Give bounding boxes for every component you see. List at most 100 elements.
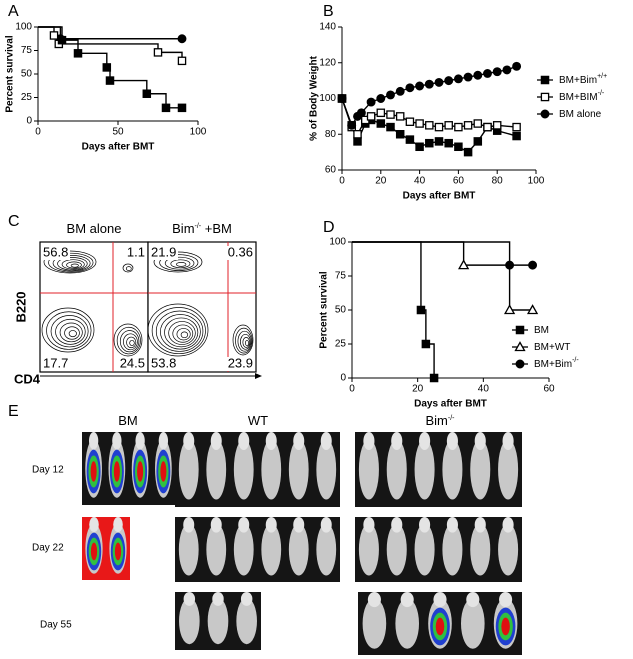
mouse-head [466, 592, 480, 608]
legend-label: BM+BIM-/- [559, 90, 605, 102]
y-tick-label: 100 [319, 93, 336, 104]
contour [48, 252, 94, 273]
signal [501, 617, 510, 636]
marker [376, 119, 386, 128]
mouse [178, 523, 199, 576]
label-bg [150, 246, 178, 260]
mouse-head [293, 517, 305, 533]
mouse [288, 439, 309, 500]
label-bg [42, 246, 70, 260]
marker [434, 137, 444, 146]
y-tick-label: 25 [21, 92, 33, 103]
legend-label-part: BM+BIM [559, 92, 598, 103]
x-tick-label: 20 [412, 384, 424, 395]
contour [59, 322, 83, 343]
mouse [414, 523, 435, 576]
marker [405, 117, 415, 126]
marker [353, 137, 362, 146]
x-tick-label: 80 [492, 176, 504, 187]
mouse-head [433, 592, 447, 608]
label-bg [226, 357, 254, 371]
mouse [460, 598, 485, 649]
legend-label: BM+Bim+/+ [559, 73, 607, 85]
contour [113, 323, 143, 357]
x-axis-title: Days after BMT [414, 399, 487, 410]
marker [444, 138, 453, 148]
mouse-head [502, 432, 514, 450]
marker [463, 72, 473, 82]
row-label: Day 12 [32, 465, 64, 476]
mouse-head [446, 432, 458, 450]
marker [444, 121, 453, 130]
panel-label: C [8, 213, 20, 230]
mouse [206, 439, 227, 500]
contour [172, 324, 194, 343]
mouse [236, 597, 257, 645]
mouse-head [419, 517, 431, 533]
contour [242, 337, 250, 348]
mouse-head [502, 517, 514, 533]
marker [153, 48, 163, 57]
mouse-head [238, 432, 250, 450]
contour [55, 318, 86, 345]
legend-label: BM alone [559, 109, 602, 120]
plot-title: BM alone [67, 221, 122, 236]
contour [237, 330, 252, 352]
y-tick-label: 25 [335, 339, 347, 350]
label-bg [226, 246, 254, 260]
mouse-head [183, 592, 196, 606]
marker [105, 76, 115, 85]
mouse-head [212, 592, 224, 606]
marker [386, 90, 395, 100]
y-tick-label: 50 [335, 305, 347, 316]
contour [70, 263, 79, 268]
mouse [358, 523, 379, 576]
marker [356, 108, 366, 118]
quadrant-value: 0.36 [228, 244, 253, 259]
marker [142, 89, 152, 98]
marker [424, 79, 434, 89]
x-tick-label: 20 [375, 176, 387, 187]
marker [416, 305, 426, 315]
mouse-head [210, 432, 222, 450]
mouse-head [391, 432, 403, 450]
panel-label: E [8, 403, 19, 420]
mouse-head [135, 432, 145, 450]
row-label: Day 22 [32, 543, 64, 554]
label-bg [42, 357, 70, 371]
mouse [207, 597, 229, 645]
contour [61, 259, 85, 270]
mouse-head [474, 517, 486, 533]
contour [119, 330, 140, 353]
column-label-part: WT [248, 413, 268, 428]
mouse-head [158, 432, 169, 450]
marker [73, 49, 83, 58]
mouse [316, 439, 337, 500]
contour [125, 266, 132, 271]
signal [90, 461, 97, 482]
column-label-part: -/- [448, 415, 455, 422]
mouse-head [367, 592, 381, 608]
contour [123, 333, 138, 351]
mouse-head [446, 517, 458, 533]
y-tick-label: 100 [329, 237, 346, 248]
x-tick-label: 0 [339, 176, 345, 187]
x-axis-title: Days after BMT [403, 191, 476, 202]
marker [57, 35, 67, 45]
mouse-head [89, 517, 99, 533]
marker [347, 120, 357, 130]
contour [164, 317, 199, 348]
marker [453, 74, 463, 84]
mouse-head [210, 517, 222, 533]
legend-marker [540, 75, 550, 85]
y-tick-label: 75 [21, 45, 33, 56]
marker [376, 94, 386, 103]
image-panel [175, 432, 340, 507]
marker [463, 147, 473, 157]
x-tick-label: 100 [190, 127, 207, 138]
quadrant-value: 24.5 [120, 355, 145, 370]
marker [512, 131, 521, 141]
mouse-head [88, 432, 99, 450]
mouse [414, 439, 435, 500]
marker [505, 260, 515, 270]
